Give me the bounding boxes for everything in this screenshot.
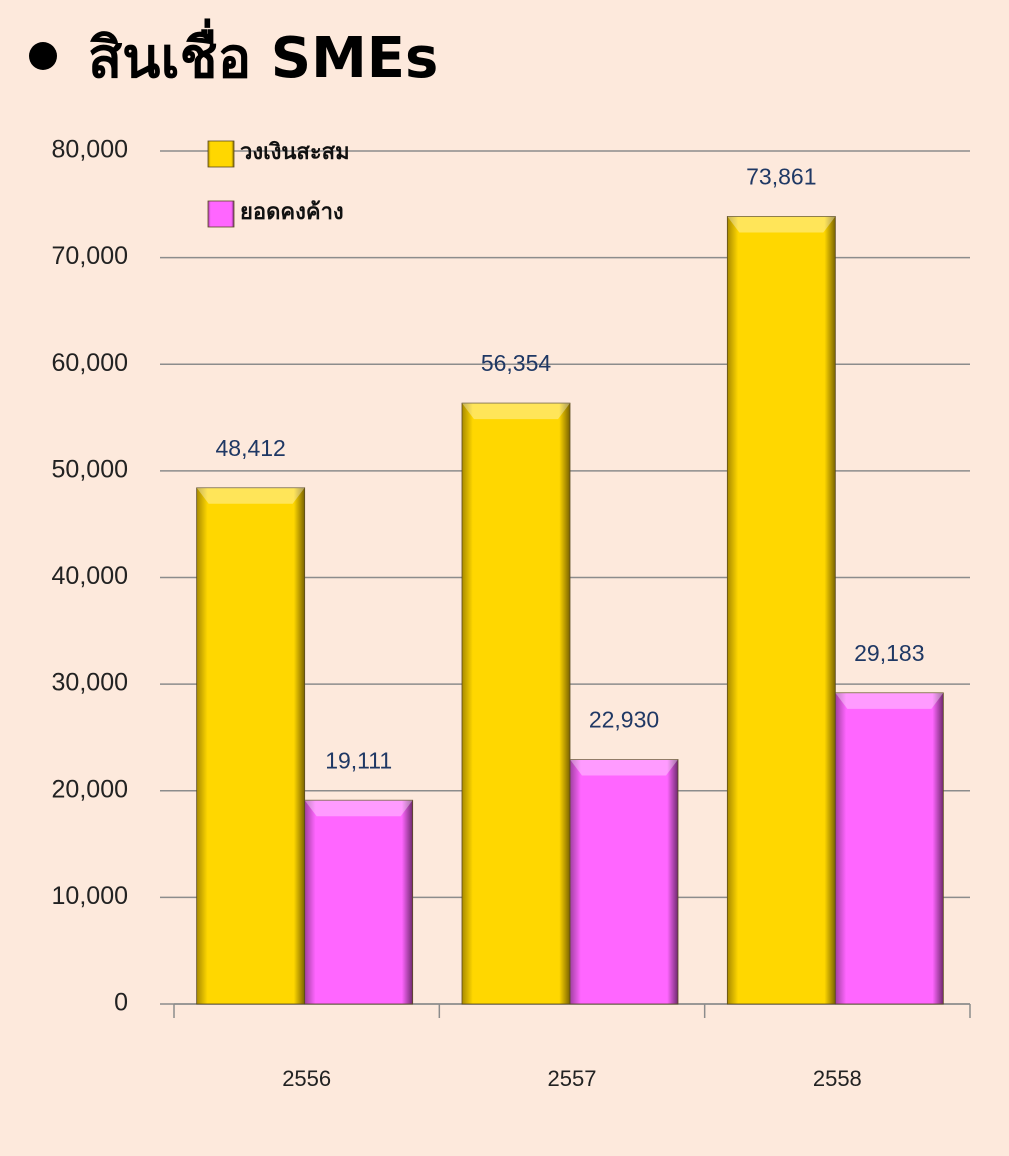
bar — [834, 692, 944, 1005]
bar-bevel — [727, 216, 836, 233]
bar-bevel — [570, 759, 678, 776]
bar-bevel — [462, 403, 570, 420]
legend-label: วงเงินสะสม — [240, 140, 350, 165]
legend-swatch — [207, 140, 235, 168]
value-label: 19,111 — [325, 747, 392, 773]
y-tick-label: 70,000 — [52, 242, 128, 270]
value-label: 56,354 — [481, 350, 552, 376]
x-tick-label: 2556 — [282, 1066, 331, 1091]
value-label: 22,930 — [589, 707, 659, 733]
bar-bevel — [304, 800, 413, 817]
x-tick-label: 2558 — [813, 1066, 862, 1091]
bar — [304, 799, 414, 1005]
bar — [569, 759, 679, 1005]
value-label: 29,183 — [854, 640, 924, 666]
y-tick-label: 60,000 — [52, 349, 128, 377]
y-tick-label: 50,000 — [52, 455, 128, 483]
y-tick-label: 30,000 — [52, 669, 128, 697]
y-tick-label: 10,000 — [52, 882, 128, 910]
bar — [726, 216, 836, 1005]
bar-bevel — [196, 487, 305, 504]
bar — [461, 402, 571, 1005]
value-label: 48,412 — [215, 435, 285, 461]
y-tick-label: 40,000 — [52, 562, 128, 590]
bar-bevel — [835, 692, 944, 709]
legend-swatch — [207, 200, 235, 228]
chart-title: สินเชื่อ SMEs — [88, 18, 438, 91]
y-tick-label: 20,000 — [52, 775, 128, 803]
y-tick-label: 0 — [114, 989, 128, 1017]
value-label: 73,861 — [746, 164, 816, 190]
bullet — [29, 42, 57, 70]
x-tick-label: 2557 — [548, 1066, 597, 1091]
bar — [196, 487, 306, 1005]
y-tick-label: 80,000 — [52, 136, 128, 164]
legend-label: ยอดคงค้าง — [240, 200, 344, 225]
